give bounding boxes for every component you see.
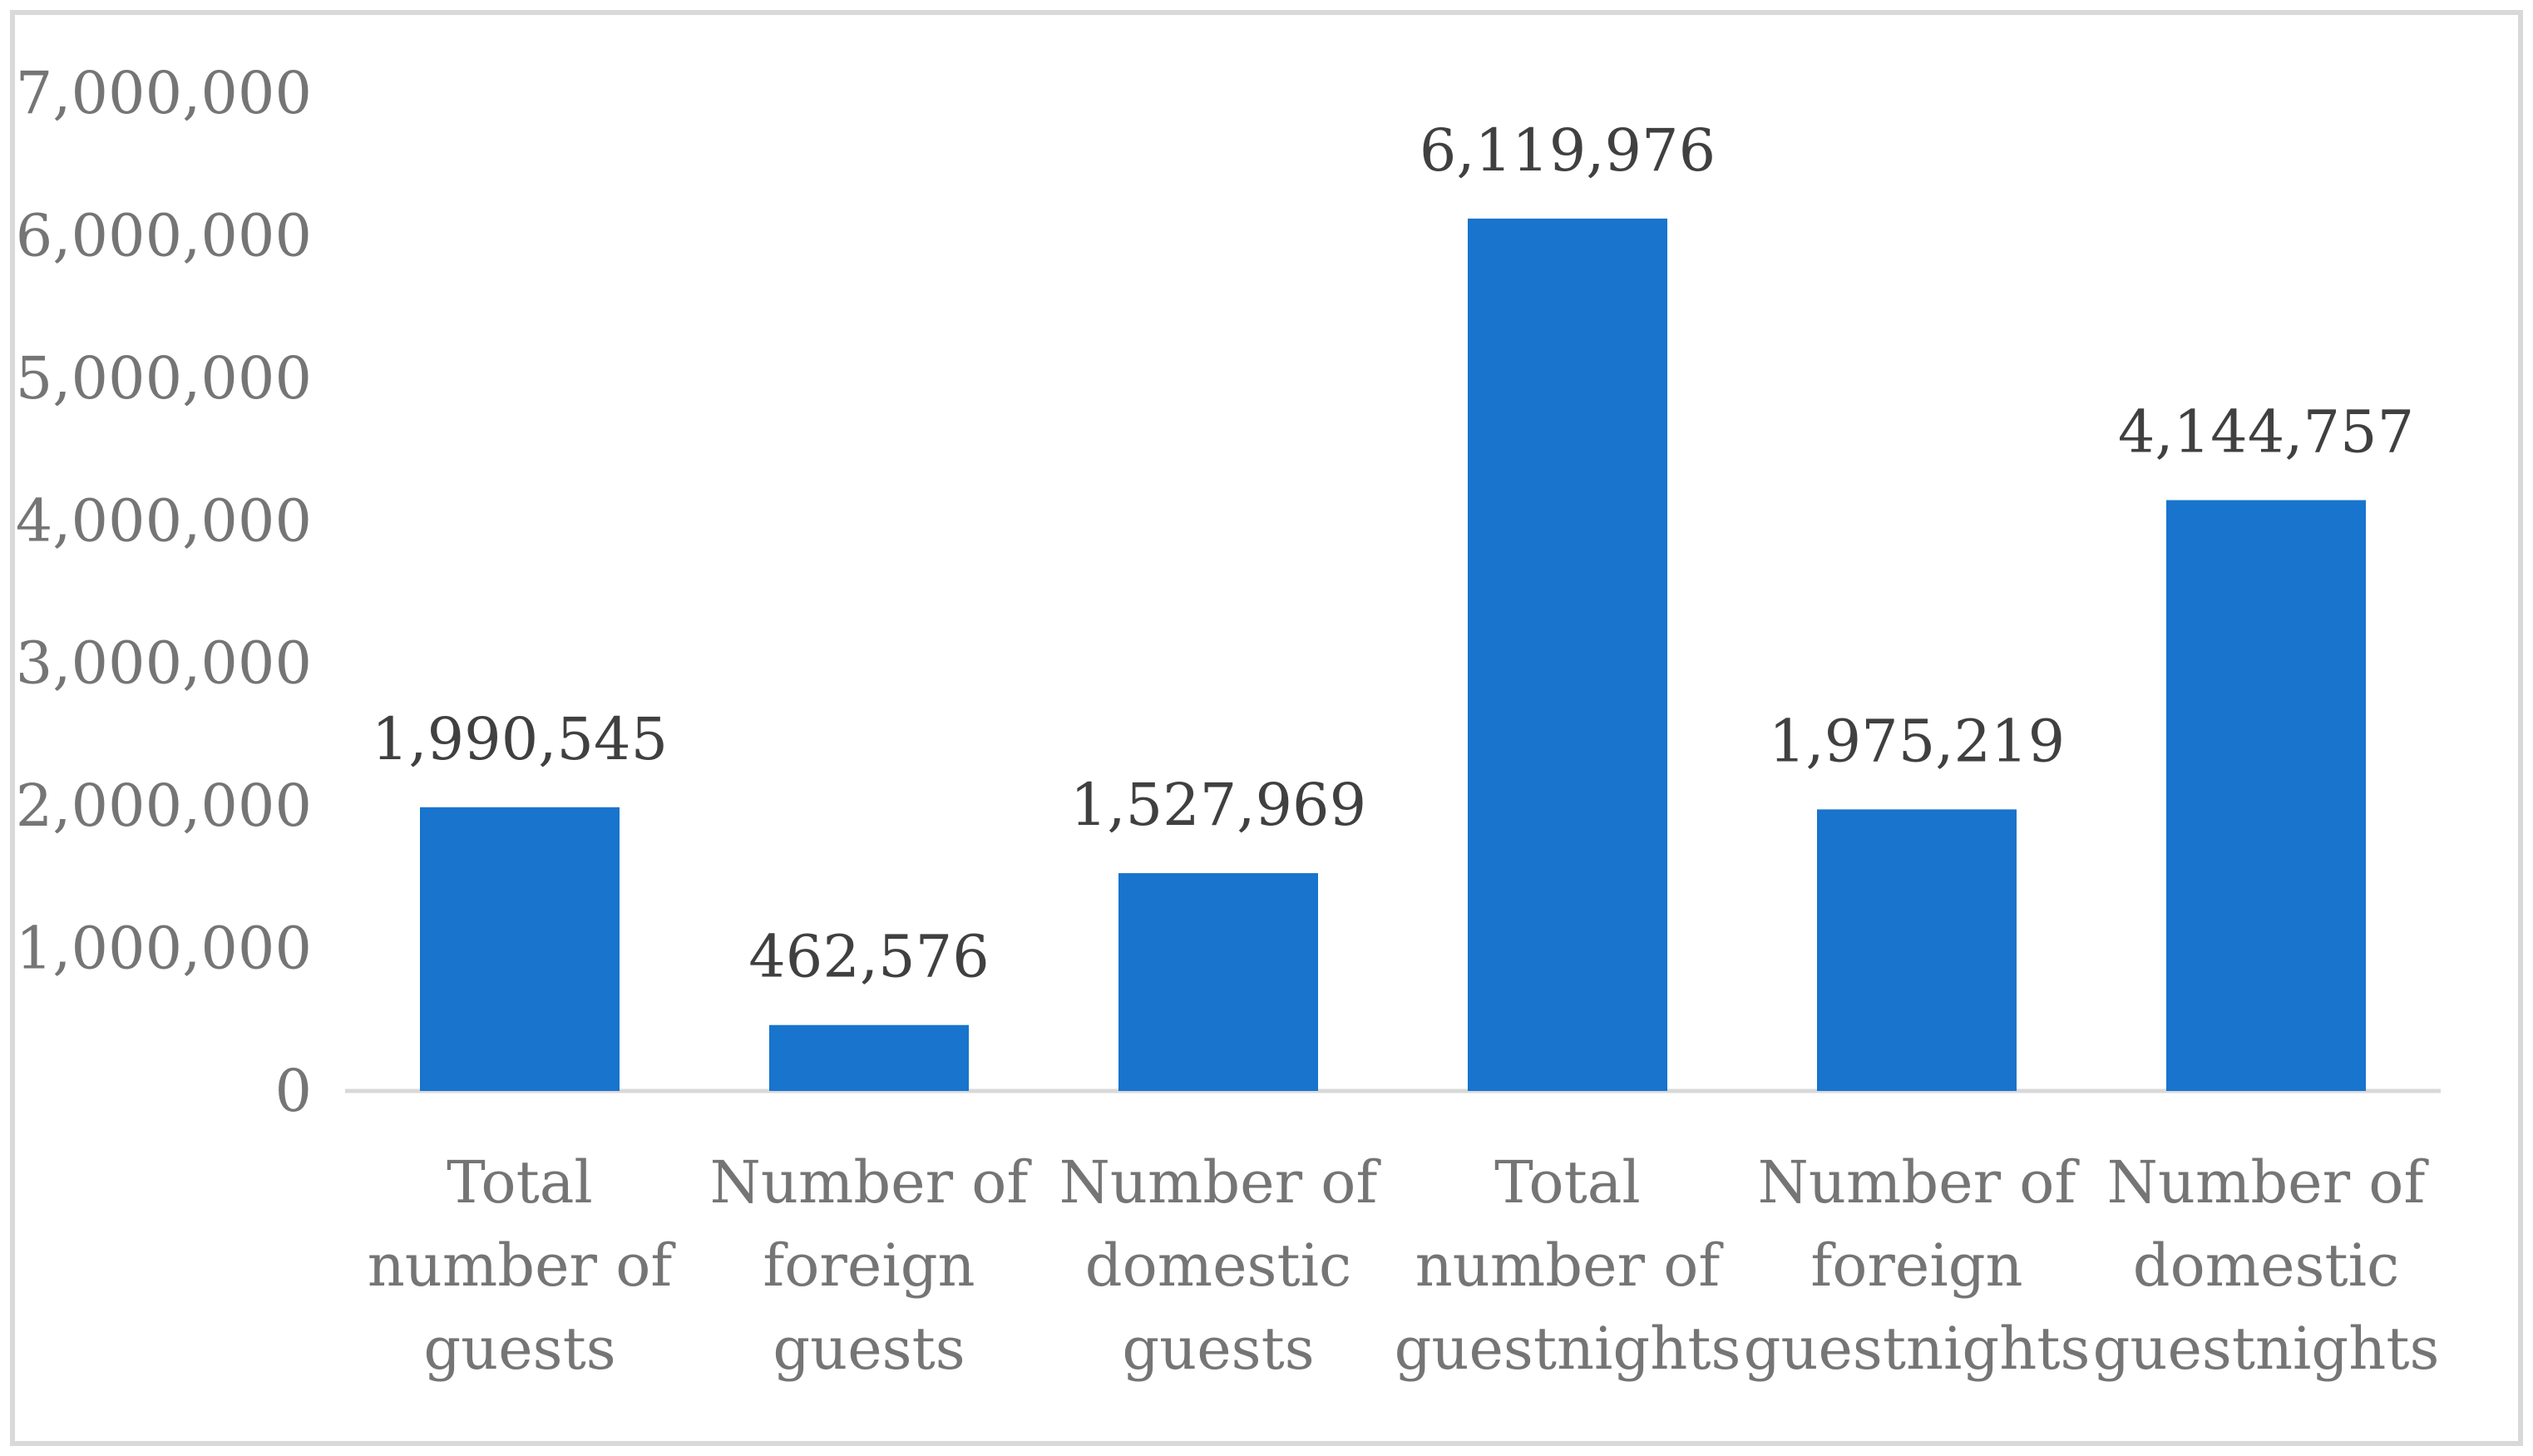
x-tick-label: Total number of guests xyxy=(368,1148,677,1383)
data-label: 1,990,545 xyxy=(372,705,668,773)
bar xyxy=(769,1024,969,1091)
y-tick-label: 0 xyxy=(274,1057,312,1125)
x-tick-label-line: number of xyxy=(368,1231,677,1300)
x-axis-labels: Total number of guests Number of foreign gues… xyxy=(368,1148,2440,1383)
y-tick-label: 2,000,000 xyxy=(16,772,312,840)
x-tick-label: Number of domestic guestnights xyxy=(2093,1148,2440,1383)
bar xyxy=(1817,809,2017,1091)
data-label: 462,576 xyxy=(748,923,989,991)
x-tick-label-line: Total xyxy=(447,1148,593,1217)
x-tick-label-line: Number of xyxy=(1758,1148,2081,1217)
x-tick-label: Number of foreign guests xyxy=(710,1148,1033,1383)
y-tick-label: 1,000,000 xyxy=(16,915,312,983)
y-tick-label: 4,000,000 xyxy=(16,486,312,555)
x-tick-label-line: domestic xyxy=(2133,1231,2399,1300)
data-label: 4,144,757 xyxy=(2118,397,2414,466)
bar xyxy=(2166,500,2366,1091)
x-tick-label-line: guests xyxy=(1122,1315,1314,1383)
x-tick-label-line: guestnights xyxy=(1744,1315,2091,1383)
bar xyxy=(420,807,620,1091)
bar xyxy=(1118,873,1318,1091)
data-label: 6,119,976 xyxy=(1420,116,1716,185)
x-tick-label: Total number of guestnights xyxy=(1395,1148,1741,1383)
x-tick-label-line: foreign xyxy=(1810,1231,2022,1300)
x-tick-label-line: guests xyxy=(773,1315,965,1383)
x-tick-label: Number of domestic guests xyxy=(1059,1148,1382,1383)
x-tick-label-line: guestnights xyxy=(1395,1315,1741,1383)
y-tick-label: 3,000,000 xyxy=(16,629,312,698)
x-tick-label: Number of foreign guestnights xyxy=(1744,1148,2091,1383)
x-tick-label-line: number of xyxy=(1415,1231,1725,1300)
x-tick-label-line: guests xyxy=(423,1315,615,1383)
x-tick-label-line: domestic xyxy=(1085,1231,1351,1300)
x-tick-label-line: guestnights xyxy=(2093,1315,2440,1383)
bars-group xyxy=(420,218,2366,1091)
x-tick-label-line: Total xyxy=(1494,1148,1641,1217)
data-labels-group: 1,990,545 462,576 1,527,969 6,119,976 1,975,… xyxy=(372,116,2414,991)
y-axis-ticks: 0 1,000,000 2,000,000 3,000,000 4,000,000 5,0… xyxy=(16,59,312,1125)
x-tick-label-line: Number of xyxy=(1059,1148,1382,1217)
data-label: 1,975,219 xyxy=(1769,707,2065,775)
bar xyxy=(1468,218,1667,1091)
y-tick-label: 6,000,000 xyxy=(16,201,312,269)
x-tick-label-line: foreign xyxy=(763,1231,975,1300)
y-tick-label: 7,000,000 xyxy=(16,59,312,127)
data-label: 1,527,969 xyxy=(1070,771,1366,839)
x-tick-label-line: Number of xyxy=(2107,1148,2430,1217)
chart-frame xyxy=(10,10,2523,1446)
x-tick-label-line: Number of xyxy=(710,1148,1033,1217)
y-tick-label: 5,000,000 xyxy=(16,344,312,412)
